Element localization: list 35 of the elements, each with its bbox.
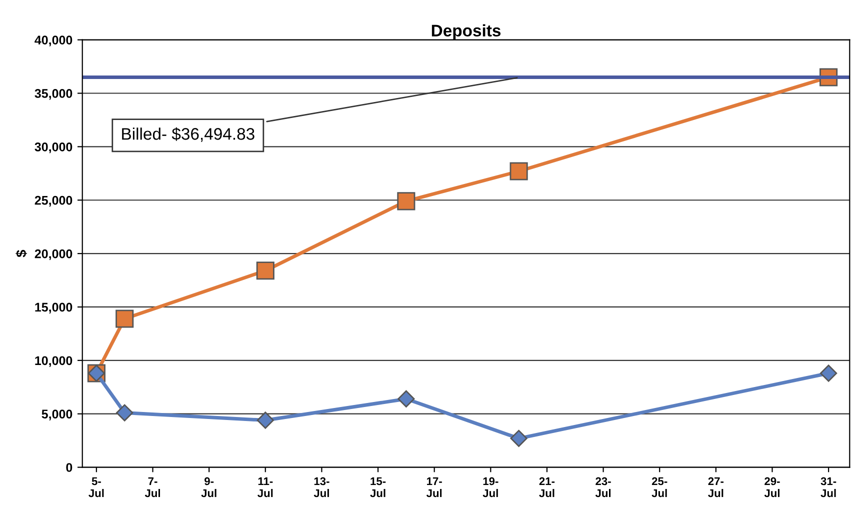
y-tick-label: 40,000 [34,36,72,46]
ref-line-label: Billed- $36,494.83 [122,127,254,142]
x-tick-label: 29- Jul [764,477,780,498]
point [398,390,415,408]
x-tick-label: 19- Jul [482,477,498,498]
point [116,404,134,422]
point [510,162,528,180]
y-tick-label: 25,000 [34,196,72,207]
y-tick-label: 0 [66,463,72,472]
x-tick-label: 21- Jul [539,477,555,498]
y-tick-label: 5,000 [42,410,72,420]
point [116,310,134,328]
point [256,412,274,429]
x-tick-label: 17- Jul [426,477,442,498]
point [510,430,528,447]
point [397,192,416,210]
y-tick-label: 20,000 [34,249,72,260]
y-tick-label: 30,000 [34,142,72,154]
x-tick-label: 15- Jul [370,477,386,498]
y-tick-label: 35,000 [34,89,72,100]
x-tick-label: 5- Jul [88,477,104,498]
y-tick-label: 15,000 [35,302,72,314]
x-tick-label: 27- Jul [708,477,724,498]
y-axis-title: $ [16,250,28,258]
x-tick-label: 23- Jul [595,477,611,498]
point [256,262,274,280]
x-tick-label: 13- Jul [314,477,330,498]
x-tick-label: 25- Jul [652,477,668,498]
x-tick-label: 7- Jul [144,477,160,498]
x-tick-label: 31- Jul [820,477,836,498]
x-tick-label: 11- Jul [258,477,273,498]
point [820,364,838,382]
y-tick-label: 10,000 [35,356,72,367]
x-tick-label: 9- Jul [201,477,216,498]
chart-title: Deposits [432,24,501,40]
